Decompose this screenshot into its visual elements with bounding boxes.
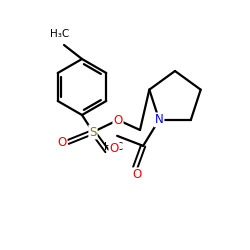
Text: O: O [58, 136, 66, 148]
Text: H₃C: H₃C [104, 142, 123, 152]
Text: H₃C: H₃C [50, 29, 70, 39]
Text: O: O [110, 142, 119, 156]
Text: N: N [155, 113, 164, 126]
Text: O: O [132, 168, 142, 181]
Text: S: S [89, 126, 97, 138]
Text: O: O [114, 114, 122, 126]
